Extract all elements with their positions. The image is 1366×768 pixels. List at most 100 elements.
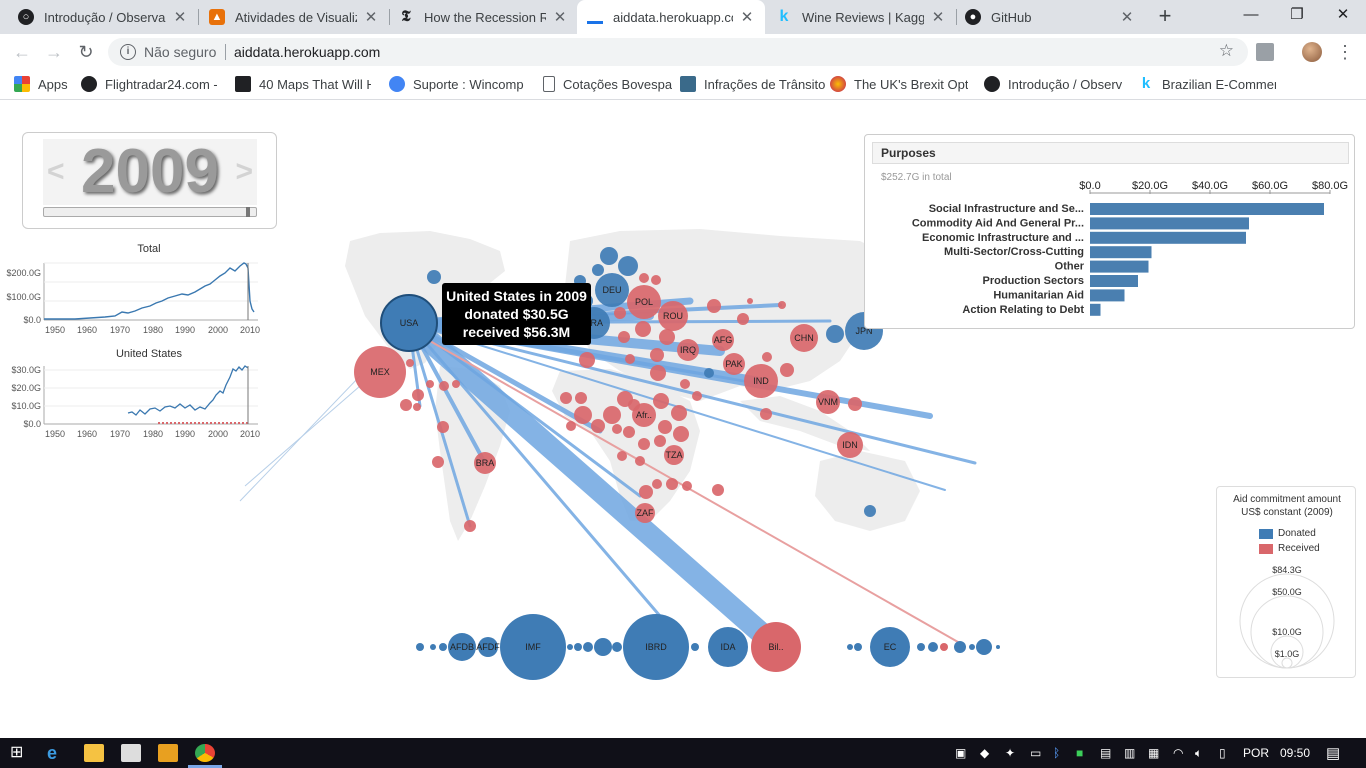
restore-button[interactable]: ❐ bbox=[1290, 6, 1304, 23]
close-icon[interactable]: ✕ bbox=[173, 9, 187, 26]
dropbox-icon[interactable]: ◆ bbox=[980, 746, 990, 760]
country-dot[interactable] bbox=[712, 484, 724, 496]
bookmark-observable[interactable]: Introdução / Observa bbox=[984, 76, 1122, 92]
tab-recession[interactable]: 𝕿 How the Recession Resh ✕ bbox=[388, 0, 578, 34]
country-bubble[interactable] bbox=[677, 339, 699, 361]
forward-button[interactable]: → bbox=[45, 42, 63, 62]
menu-icon[interactable]: ⋮ bbox=[1336, 42, 1354, 62]
bookmark-wincomp[interactable]: Suporte : Wincomp In bbox=[389, 76, 525, 92]
country-dot[interactable] bbox=[635, 456, 645, 466]
bookmark-bovespa[interactable]: Cotações Bovespa bbox=[543, 76, 672, 92]
institution-bubble[interactable] bbox=[623, 614, 689, 680]
prev-year-button[interactable]: < bbox=[47, 155, 65, 188]
institution-dot[interactable] bbox=[940, 643, 948, 651]
country-dot[interactable] bbox=[638, 438, 650, 450]
tray-app-icon[interactable]: ▤ bbox=[1100, 746, 1112, 760]
address-bar[interactable]: i Não seguro aiddata.herokuapp.com ☆ bbox=[108, 38, 1248, 66]
monitor-icon[interactable]: ▭ bbox=[1030, 746, 1042, 760]
institution-dot[interactable] bbox=[416, 643, 424, 651]
next-year-button[interactable]: > bbox=[235, 155, 253, 188]
country-bubble[interactable] bbox=[354, 346, 406, 398]
bookmark-infracoes[interactable]: Infrações de Trânsito bbox=[680, 76, 825, 92]
tab-aiddata[interactable]: aiddata.herokuapp.com ✕ bbox=[577, 0, 765, 34]
bookmark-40maps[interactable]: 40 Maps That Will He bbox=[235, 76, 371, 92]
country-dot[interactable] bbox=[452, 380, 460, 388]
media-player-icon[interactable] bbox=[158, 744, 178, 762]
tab-observable-1[interactable]: ○ Introdução / Observabl ✕ bbox=[8, 0, 198, 34]
country-dot[interactable] bbox=[673, 426, 689, 442]
chrome-icon[interactable] bbox=[195, 744, 215, 762]
institution-dot[interactable] bbox=[594, 638, 612, 656]
country-bubble[interactable] bbox=[658, 301, 688, 331]
country-dot[interactable] bbox=[651, 275, 661, 285]
country-dot[interactable] bbox=[603, 406, 621, 424]
country-bubble[interactable] bbox=[816, 390, 840, 414]
country-dot[interactable] bbox=[623, 426, 635, 438]
country-dot[interactable] bbox=[707, 299, 721, 313]
purpose-bar[interactable] bbox=[1090, 246, 1152, 259]
tray-app-icon[interactable]: ✦ bbox=[1005, 746, 1016, 760]
language-indicator[interactable]: POR bbox=[1243, 746, 1270, 760]
star-icon[interactable]: ☆ bbox=[1218, 41, 1234, 60]
country-dot[interactable] bbox=[680, 379, 690, 389]
country-dot[interactable] bbox=[635, 321, 651, 337]
country-dot[interactable] bbox=[617, 451, 627, 461]
purpose-bar[interactable] bbox=[1090, 217, 1249, 230]
windows-start-icon[interactable]: ⊞ bbox=[10, 744, 24, 761]
country-bubble[interactable] bbox=[723, 353, 745, 375]
institution-bubble[interactable] bbox=[870, 627, 910, 667]
year-selector[interactable]: < 2009 > bbox=[22, 132, 277, 229]
institution-dot[interactable] bbox=[439, 643, 447, 651]
country-dot[interactable] bbox=[659, 329, 675, 345]
country-bubble[interactable] bbox=[837, 432, 863, 458]
bluetooth-icon[interactable]: ᛒ bbox=[1053, 746, 1061, 760]
institution-bubble[interactable] bbox=[708, 627, 748, 667]
minimize-button[interactable]: — bbox=[1243, 6, 1259, 23]
country-dot[interactable] bbox=[639, 485, 653, 499]
bookmark-apps[interactable]: Apps bbox=[14, 76, 68, 92]
edge-icon[interactable]: e bbox=[47, 743, 58, 763]
purpose-bar[interactable] bbox=[1090, 275, 1138, 287]
aid-nodes[interactable]: USA MEX DEU FRA POL ROU IRQ AFG PAK IND CHN JPN VNM I… bbox=[354, 247, 1000, 680]
institution-dot[interactable] bbox=[928, 642, 938, 652]
country-dot[interactable] bbox=[592, 264, 604, 276]
country-dot[interactable] bbox=[625, 354, 635, 364]
country-dot[interactable] bbox=[652, 479, 662, 489]
back-button[interactable]: ← bbox=[13, 42, 31, 62]
institution-dot[interactable] bbox=[574, 643, 582, 651]
year-slider[interactable] bbox=[43, 207, 257, 217]
country-dot[interactable] bbox=[778, 301, 786, 309]
flow-map[interactable]: USA MEX DEU FRA POL ROU IRQ AFG PAK IND CHN JPN VNM I… bbox=[0, 101, 1366, 738]
country-dot[interactable] bbox=[650, 348, 664, 362]
close-icon[interactable]: ✕ bbox=[740, 9, 754, 26]
close-icon[interactable]: ✕ bbox=[553, 9, 567, 26]
country-dot[interactable] bbox=[864, 505, 876, 517]
country-dot[interactable] bbox=[413, 403, 421, 411]
country-bubble[interactable] bbox=[635, 503, 655, 523]
country-dot[interactable] bbox=[612, 424, 622, 434]
institution-bubble[interactable] bbox=[478, 637, 498, 657]
institution-dot[interactable] bbox=[847, 644, 853, 650]
country-dot[interactable] bbox=[432, 456, 444, 468]
country-dot[interactable] bbox=[653, 393, 669, 409]
tab-atividades[interactable]: ▲ Atividades de Visualizaç ✕ bbox=[199, 0, 389, 34]
country-dot[interactable] bbox=[600, 247, 618, 265]
bookmark-brexit[interactable]: The UK's Brexit Optio bbox=[830, 76, 968, 92]
battery-icon[interactable]: ▯ bbox=[1219, 746, 1226, 760]
country-bubble[interactable] bbox=[744, 364, 778, 398]
institution-dot[interactable] bbox=[976, 639, 992, 655]
country-dot[interactable] bbox=[762, 352, 772, 362]
purpose-bar[interactable] bbox=[1090, 303, 1101, 316]
country-dot[interactable] bbox=[400, 399, 412, 411]
purpose-bar[interactable] bbox=[1090, 260, 1149, 273]
bookmark-flightradar[interactable]: Flightradar24.com - L bbox=[81, 76, 217, 92]
institution-dot[interactable] bbox=[954, 641, 966, 653]
tab-github[interactable]: ● GitHub ✕ bbox=[955, 0, 1145, 34]
country-bubble[interactable] bbox=[474, 452, 496, 474]
country-bubble[interactable] bbox=[380, 294, 438, 352]
country-dot[interactable] bbox=[654, 435, 666, 447]
institution-bubble[interactable] bbox=[448, 633, 476, 661]
security-tray-icon[interactable]: ▣ bbox=[955, 746, 967, 760]
country-dot[interactable] bbox=[575, 392, 587, 404]
country-dot[interactable] bbox=[574, 406, 592, 424]
